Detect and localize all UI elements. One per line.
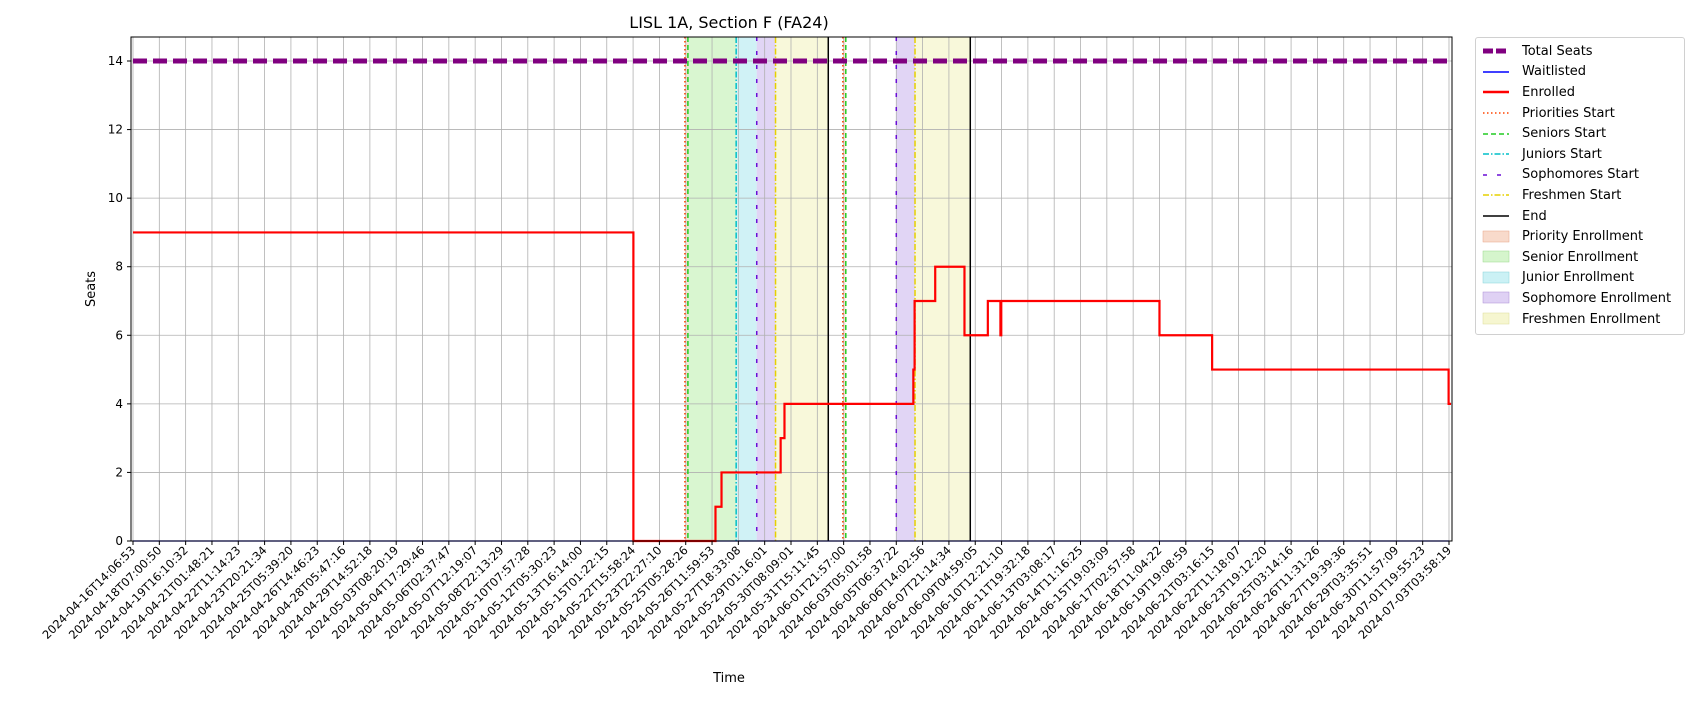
shaded-region bbox=[685, 37, 688, 541]
legend-label: Senior Enrollment bbox=[1522, 249, 1639, 265]
legend-item-seniors-start: Seniors Start bbox=[1482, 123, 1678, 144]
x-axis-label: Time bbox=[712, 671, 745, 686]
legend-item-end: End bbox=[1482, 206, 1678, 227]
y-tick-label: 4 bbox=[115, 397, 123, 411]
y-tick-label: 10 bbox=[108, 191, 123, 205]
y-tick-label: 8 bbox=[115, 260, 123, 274]
legend: Total Seats Waitlisted Enrolled Prioriti… bbox=[1475, 37, 1685, 335]
legend-label: End bbox=[1522, 208, 1547, 224]
series-enrolled bbox=[133, 231, 1451, 543]
legend-label: Freshmen Start bbox=[1522, 187, 1622, 203]
sophomores-start-swatch-icon bbox=[1483, 174, 1509, 176]
end-swatch-icon bbox=[1483, 215, 1509, 217]
plot-layer: 024681012142024-04-16T14:06:532024-04-18… bbox=[39, 36, 1454, 642]
legend-item-total-seats: Total Seats bbox=[1482, 41, 1678, 62]
priorities-start-swatch-icon bbox=[1483, 112, 1509, 114]
y-tick-label: 2 bbox=[115, 465, 123, 479]
shaded-region bbox=[915, 37, 971, 541]
shaded-region bbox=[896, 37, 916, 541]
total-seats-swatch-icon bbox=[1483, 48, 1509, 54]
legend-label: Sophomores Start bbox=[1522, 167, 1639, 183]
freshmen-enrollment-swatch-icon bbox=[1482, 312, 1510, 325]
legend-label: Total Seats bbox=[1522, 43, 1593, 59]
legend-item-junior-enrollment: Junior Enrollment bbox=[1482, 268, 1678, 289]
legend-item-senior-enrollment: Senior Enrollment bbox=[1482, 247, 1678, 268]
legend-item-juniors-start: Juniors Start bbox=[1482, 144, 1678, 165]
legend-item-sophomores-start: Sophomores Start bbox=[1482, 165, 1678, 186]
shaded-region bbox=[736, 37, 757, 541]
y-axis-label: Seats bbox=[84, 271, 99, 307]
seniors-start-swatch-icon bbox=[1483, 132, 1509, 135]
senior-enrollment-swatch-icon bbox=[1482, 250, 1510, 263]
chart-title: LISL 1A, Section F (FA24) bbox=[629, 13, 828, 32]
legend-label: Waitlisted bbox=[1522, 64, 1587, 80]
legend-item-waitlisted: Waitlisted bbox=[1482, 62, 1678, 83]
legend-item-freshmen-start: Freshmen Start bbox=[1482, 185, 1678, 206]
legend-label: Enrolled bbox=[1522, 84, 1575, 100]
legend-label: Priority Enrollment bbox=[1522, 229, 1644, 245]
enrolled-swatch-icon bbox=[1483, 91, 1509, 94]
waitlisted-swatch-icon bbox=[1483, 71, 1509, 73]
legend-label: Sophomore Enrollment bbox=[1522, 290, 1672, 306]
legend-item-sophomore-enrollment: Sophomore Enrollment bbox=[1482, 288, 1678, 309]
y-tick-label: 6 bbox=[115, 328, 123, 342]
sophomore-enrollment-swatch-icon bbox=[1482, 292, 1510, 304]
priority-enrollment-swatch-icon bbox=[1482, 230, 1510, 242]
legend-item-freshmen-enrollment: Freshmen Enrollment bbox=[1482, 309, 1678, 330]
shaded-region bbox=[775, 37, 829, 541]
shaded-region bbox=[843, 37, 846, 541]
freshmen-start-swatch-icon bbox=[1483, 194, 1509, 197]
legend-label: Freshmen Enrollment bbox=[1522, 311, 1661, 327]
y-tick-label: 14 bbox=[108, 54, 123, 68]
legend-label: Juniors Start bbox=[1522, 146, 1602, 162]
y-tick-label: 0 bbox=[115, 534, 123, 548]
shaded-region bbox=[756, 37, 776, 541]
y-tick-label: 12 bbox=[108, 123, 123, 137]
legend-item-priorities-start: Priorities Start bbox=[1482, 103, 1678, 124]
legend-item-enrolled: Enrolled bbox=[1482, 82, 1678, 103]
juniors-start-swatch-icon bbox=[1483, 153, 1509, 156]
junior-enrollment-swatch-icon bbox=[1482, 271, 1510, 284]
legend-label: Junior Enrollment bbox=[1522, 270, 1635, 286]
legend-item-priority-enrollment: Priority Enrollment bbox=[1482, 226, 1678, 247]
legend-label: Seniors Start bbox=[1522, 126, 1607, 142]
legend-label: Priorities Start bbox=[1522, 105, 1615, 121]
